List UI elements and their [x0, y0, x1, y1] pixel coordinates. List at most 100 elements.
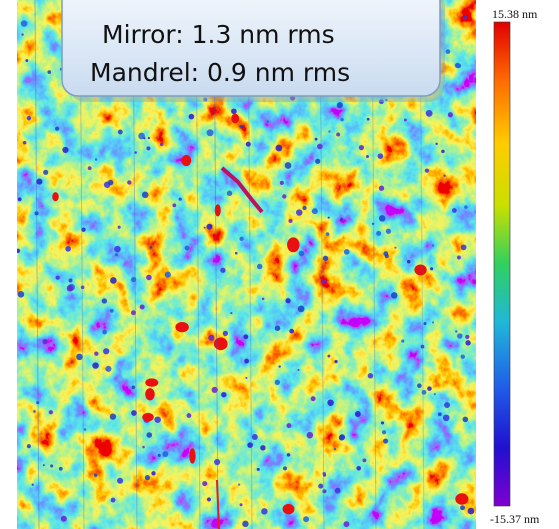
surface-feature	[462, 416, 469, 423]
surface-feature	[431, 321, 435, 324]
surface-feature	[109, 308, 114, 313]
surface-feature	[297, 368, 300, 372]
surface-feature	[390, 292, 398, 299]
surface-feature	[465, 334, 470, 340]
surface-feature	[50, 464, 54, 468]
surface-feature	[17, 248, 21, 254]
surface-feature	[138, 132, 145, 140]
surface-feature	[282, 466, 288, 471]
surface-feature	[245, 141, 251, 147]
surface-feature	[26, 444, 31, 449]
surface-feature	[142, 445, 145, 449]
surface-feature	[188, 113, 195, 120]
surface-feature	[131, 410, 137, 416]
surface-feature	[80, 285, 85, 290]
surface-feature	[20, 20, 28, 27]
surface-feature	[221, 392, 227, 398]
surface-feature	[282, 503, 295, 515]
surface-feature	[107, 179, 114, 186]
surface-feature	[327, 399, 334, 406]
surface-feature	[378, 215, 386, 222]
surface-feature	[66, 285, 74, 292]
surface-feature	[17, 291, 25, 298]
surface-feature	[47, 70, 52, 74]
surface-feature	[414, 264, 427, 276]
surface-feature	[431, 244, 435, 247]
callout-line: Mirror: 1.3 nm rms	[102, 20, 335, 49]
surface-feature	[322, 255, 329, 261]
surface-feature	[384, 254, 389, 259]
surface-feature	[325, 232, 330, 236]
surface-feature	[81, 227, 86, 232]
surface-feature	[31, 483, 34, 486]
surface-feature	[42, 464, 45, 467]
surface-feature	[381, 430, 387, 435]
surface-feature	[147, 136, 151, 140]
surface-feature	[159, 142, 164, 147]
surface-feature	[385, 98, 388, 102]
surface-feature	[394, 246, 397, 249]
surface-feature	[141, 191, 149, 199]
surface-feature	[239, 124, 244, 129]
surface-feature	[117, 477, 124, 484]
surface-feature	[334, 487, 341, 494]
surface-feature	[142, 412, 154, 422]
surface-feature	[22, 140, 27, 145]
surface-feature	[296, 209, 303, 216]
surface-feature	[460, 244, 467, 251]
surface-feature	[209, 224, 213, 228]
surface-feature	[226, 190, 233, 197]
surface-feature	[203, 226, 206, 229]
surface-feature	[114, 253, 119, 257]
surface-feature	[110, 497, 116, 503]
surface-feature	[52, 192, 59, 202]
surface-feature	[455, 330, 458, 333]
surface-feature	[378, 99, 384, 105]
callout-line: Mandrel: 0.9 nm rms	[90, 58, 350, 87]
surface-feature	[356, 465, 362, 471]
surface-feature	[242, 520, 249, 528]
surface-feature	[208, 334, 215, 341]
surface-feature	[243, 334, 249, 340]
surface-feature	[430, 267, 434, 271]
surface-feature	[230, 311, 233, 315]
surface-feature	[297, 305, 305, 313]
surface-feature	[139, 304, 145, 310]
surface-feature	[181, 154, 192, 167]
surface-feature	[311, 208, 318, 215]
surface-feature	[367, 373, 374, 379]
surface-feature	[260, 445, 266, 451]
surface-feature	[130, 310, 136, 316]
surface-feature	[206, 129, 214, 137]
surface-feature	[274, 379, 281, 385]
surface-feature	[340, 117, 344, 122]
surface-feature	[145, 388, 155, 401]
surface-feature	[55, 275, 60, 280]
surface-feature	[406, 259, 411, 264]
surface-feature	[464, 205, 468, 209]
surface-feature	[424, 168, 430, 173]
surface-feature	[172, 203, 177, 208]
surface-feature	[154, 416, 161, 424]
surface-feature	[376, 230, 382, 236]
surface-feature	[420, 344, 425, 349]
surface-feature	[92, 362, 99, 369]
surface-feature	[76, 353, 83, 361]
surface-feature	[366, 155, 369, 158]
surface-feature	[256, 263, 263, 270]
surface-feature	[134, 151, 137, 154]
surface-feature	[127, 180, 132, 185]
surface-feature	[366, 117, 370, 121]
surface-feature	[109, 413, 117, 420]
surface-feature	[279, 180, 284, 185]
surface-feature	[83, 428, 87, 431]
surface-feature	[456, 255, 461, 260]
surface-feature	[460, 354, 466, 359]
surface-feature	[286, 423, 292, 429]
surface-feature	[131, 276, 137, 283]
surface-feature	[417, 383, 422, 389]
surface-feature	[157, 453, 161, 457]
surface-feature	[328, 130, 331, 133]
